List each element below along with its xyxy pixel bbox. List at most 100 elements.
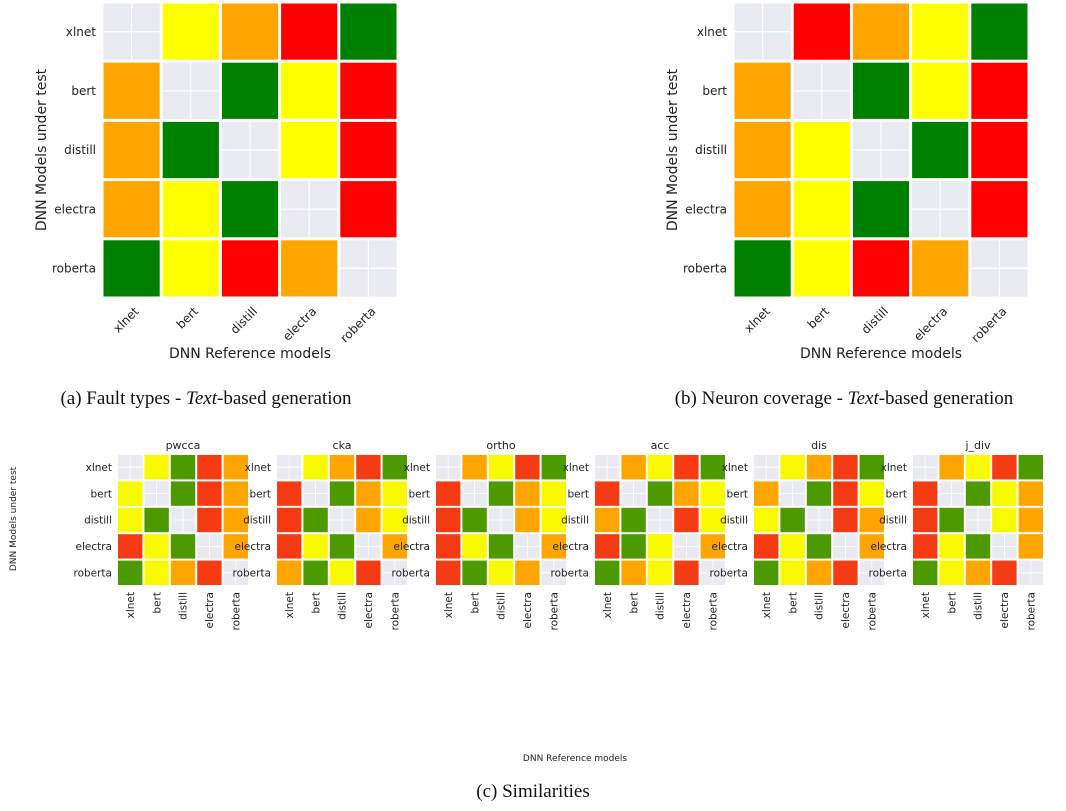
heatmap-cell-xlnet-electra: [515, 455, 540, 480]
heatmap-cell-distill-bert: [162, 121, 219, 179]
y-tick-label: xlnet: [881, 462, 907, 474]
heatmap-cell-distill-electra: [356, 507, 381, 533]
heatmap-cell-xlnet-bert: [621, 455, 646, 480]
heatmap-cell-bert-xlnet: [103, 62, 160, 119]
heatmap-cell-bert-distill: [647, 481, 673, 506]
heatmap-cell-roberta-xlnet: [436, 560, 461, 585]
heatmap-cell-distill-roberta: [223, 507, 248, 533]
heatmap-cell-bert-electra: [356, 481, 381, 506]
heatmap-cell-electra-bert: [144, 534, 169, 559]
heatmap-cell-bert-distill: [170, 481, 196, 506]
x-tick-label: xlnet: [111, 304, 142, 335]
y-tick-label: electra: [76, 541, 112, 553]
heatmap-cell-electra-distill: [329, 534, 355, 559]
heatmap-cell-roberta-electra: [356, 560, 381, 585]
subpanel-acc: xlnet bert distill electra roberta xlnet bert d…: [550, 439, 725, 631]
heatmap-cell-xlnet-roberta: [382, 455, 407, 480]
x-tick-label: roberta: [389, 592, 401, 631]
y-tick-label: electra: [712, 541, 748, 553]
heatmap-cell-roberta-electra: [912, 240, 969, 297]
heatmap-cell-bert-roberta: [1018, 481, 1043, 506]
y-tick-label: distill: [720, 515, 748, 527]
heatmap-cell-xlnet-electra: [992, 455, 1017, 480]
x-tick-label: xlnet: [443, 592, 455, 618]
panel-title: cka: [333, 439, 352, 452]
x-tick-label: distill: [178, 592, 190, 620]
x-tick-label: roberta: [968, 304, 1009, 345]
heatmap-cell-roberta-xlnet: [734, 240, 791, 297]
y-tick-label: distill: [695, 143, 727, 157]
heatmap-cell-bert-distill: [965, 481, 991, 506]
x-tick-label: roberta: [548, 592, 560, 631]
heatmap-cell-bert-roberta: [382, 481, 407, 506]
y-tick-label: roberta: [52, 262, 96, 276]
x-tick-label: xlnet: [602, 592, 614, 618]
heatmap-cell-distill-electra: [281, 121, 338, 179]
heatmap-cell-distill-roberta: [382, 507, 407, 533]
heatmap-cell-roberta-distill: [170, 560, 196, 585]
heatmap-cell-distill-xlnet: [103, 121, 160, 179]
heatmap-cell-roberta-distill: [647, 560, 673, 585]
y-tick-label: roberta: [391, 567, 430, 579]
heatmap-cell-roberta-bert: [780, 560, 805, 585]
y-tick-label: electra: [871, 541, 907, 553]
heatmap-cell-distill-electra: [833, 507, 858, 533]
y-tick-label: xlnet: [563, 462, 589, 474]
heatmap-cell-distill-bert: [303, 507, 328, 533]
heatmap-cell-roberta-xlnet: [103, 240, 160, 297]
y-tick-label: xlnet: [722, 462, 748, 474]
x-tick-label: roberta: [1025, 592, 1037, 631]
x-tick-label: roberta: [866, 592, 878, 631]
y-tick-label: distill: [402, 515, 430, 527]
caption-b: (b) Neuron coverage - Text-based generat…: [675, 388, 1014, 409]
ylabel-c: DNN Models under test: [9, 466, 19, 571]
heatmap-cell-bert-electra: [197, 481, 222, 506]
y-tick-label: bert: [702, 84, 727, 98]
heatmap-cell-xlnet-distill: [170, 455, 196, 480]
x-tick-label: distill: [814, 592, 826, 620]
heatmap-cell-bert-roberta: [700, 481, 725, 506]
heatmap-cell-distill-electra: [912, 121, 969, 179]
caption-a: (a) Fault types - Text-based generation: [60, 388, 352, 409]
heatmap-cell-roberta-distill: [806, 560, 832, 585]
y-tick-label: bert: [249, 488, 271, 500]
x-tick-label: electra: [999, 592, 1011, 628]
heatmap-cell-bert-xlnet: [754, 481, 779, 506]
y-tick-label: xlnet: [404, 462, 430, 474]
x-tick-label: electra: [522, 592, 534, 628]
y-tick-label: roberta: [709, 567, 748, 579]
heatmap-cell-electra-roberta: [700, 534, 725, 559]
heatmap-cell-distill-roberta: [859, 507, 884, 533]
heatmap-cell-distill-bert: [939, 507, 964, 533]
heatmap-cell-roberta-electra: [833, 560, 858, 585]
y-tick-label: distill: [561, 515, 589, 527]
heatmap-cell-xlnet-roberta: [859, 455, 884, 480]
heatmap-cell-electra-roberta: [859, 534, 884, 559]
x-tick-label: roberta: [230, 592, 242, 631]
heatmap-cell-bert-electra: [912, 62, 969, 119]
y-tick-label: distill: [243, 515, 271, 527]
x-tick-label: xlnet: [920, 592, 932, 618]
heatmap-cell-bert-xlnet: [118, 481, 143, 506]
heatmap-cell-xlnet-bert: [793, 3, 850, 60]
heatmap-cell-electra-distill: [647, 534, 673, 559]
heatmap-cell-distill-xlnet: [277, 507, 302, 533]
heatmap-cell-electra-xlnet: [277, 534, 302, 559]
x-tick-label: distill: [655, 592, 667, 620]
heatmap-cell-electra-distill: [806, 534, 832, 559]
heatmap-cell-bert-distill: [221, 62, 279, 119]
x-tick-label: roberta: [707, 592, 719, 631]
subpanel-pwcca: xlnet bert distill electra roberta xlnet bert d…: [73, 439, 248, 631]
y-tick-label: roberta: [73, 567, 112, 579]
x-tick-label: xlnet: [125, 592, 137, 618]
subpanel-ortho: xlnet bert distill electra roberta xlnet bert d…: [391, 439, 566, 631]
heatmap-cell-roberta-xlnet: [754, 560, 779, 585]
heatmap-cell-xlnet-distill: [329, 455, 355, 480]
y-tick-label: electra: [553, 541, 589, 553]
heatmap-cell-xlnet-distill: [647, 455, 673, 480]
heatmap-cell-roberta-bert: [462, 560, 487, 585]
panel-title: j_div: [964, 439, 991, 452]
heatmap-cell-xlnet-roberta: [541, 455, 566, 480]
subpanel-j_div: xlnet bert distill electra roberta xlnet bert d…: [868, 439, 1043, 631]
heatmap-cell-distill-electra: [992, 507, 1017, 533]
